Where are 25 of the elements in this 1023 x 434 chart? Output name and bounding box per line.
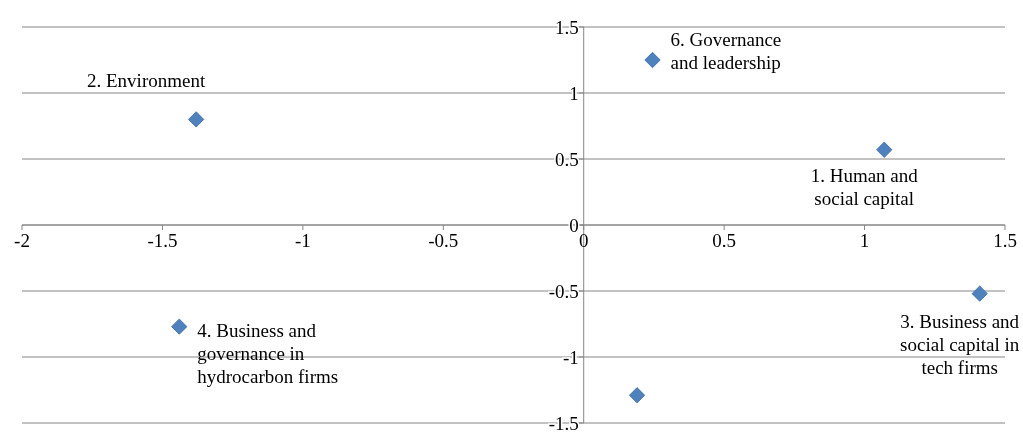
annotation: 4. Business and governance in hydrocarbon firms [197, 319, 339, 387]
x-tick-label: -1 [294, 230, 311, 251]
point [188, 111, 205, 128]
annotation: 3. Business and social capital in tech firms [900, 310, 1020, 378]
point [629, 387, 646, 404]
y-tick-label: 1 [569, 83, 579, 104]
annotation: 6. Governance and leadership [670, 29, 782, 73]
x-tick-label: -2 [14, 230, 30, 251]
x-tick-label: 0.5 [712, 230, 737, 251]
point [876, 141, 893, 158]
y-tick-label: 0 [569, 215, 579, 236]
x-tick-label: 1 [859, 230, 870, 251]
point [971, 285, 988, 302]
x-tick-label: -1.5 [147, 230, 178, 251]
y-tick-label: -1.5 [548, 413, 579, 434]
y-tick-label: 0.5 [554, 149, 579, 170]
y-tick-label: -0.5 [548, 281, 579, 302]
annotation: 1. Human and social capital [810, 164, 919, 209]
annotation: 2. Environment [87, 70, 206, 92]
x-tick-label: -0.5 [428, 230, 459, 251]
y-tick-label: 1.5 [554, 17, 579, 38]
point [171, 318, 188, 335]
y-tick-label: -1 [562, 347, 579, 368]
point [644, 51, 661, 69]
x-tick-label: 1.5 [993, 230, 1017, 251]
